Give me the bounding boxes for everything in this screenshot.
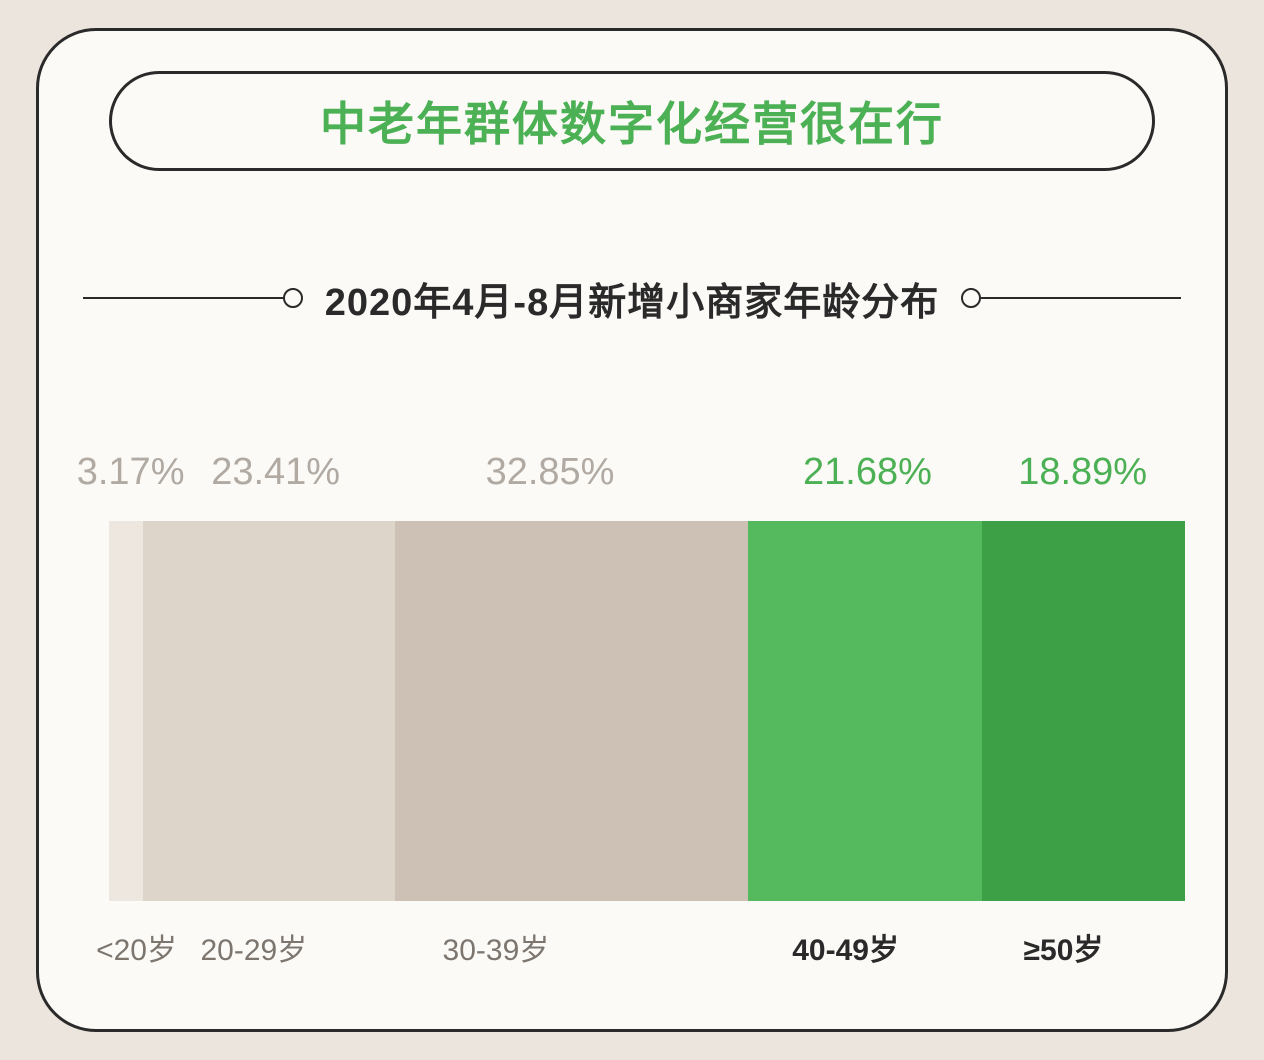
subtitle-text: 2020年4月-8月新增小商家年龄分布 <box>295 271 969 326</box>
stacked-bar <box>109 521 1185 901</box>
subtitle-line-right <box>969 297 1181 299</box>
category-label-lt20: <20岁 <box>96 925 177 969</box>
percent-label-lt20: 3.17% <box>77 451 185 494</box>
percent-label-row: 3.17%23.41%32.85%21.68%18.89% <box>109 451 1185 511</box>
category-label-ge50: ≥50岁 <box>1024 925 1104 969</box>
title-text: 中老年群体数字化经营很在行 <box>320 88 944 154</box>
bar-segment-ge50 <box>982 521 1185 901</box>
percent-label-20_29: 23.41% <box>211 451 340 494</box>
subtitle-line-left <box>83 297 295 299</box>
category-label-20_29: 20-29岁 <box>200 925 307 969</box>
category-label-30_39: 30-39岁 <box>443 925 550 969</box>
bar-segment-40_49 <box>748 521 981 901</box>
percent-label-ge50: 18.89% <box>1018 451 1147 494</box>
infographic-card: 中老年群体数字化经营很在行 2020年4月-8月新增小商家年龄分布 3.17% 2… <box>36 28 1228 1032</box>
category-label-40_49: 40-49岁 <box>792 925 899 969</box>
title-pill: 中老年群体数字化经营很在行 <box>109 71 1155 171</box>
category-label-row: <20岁20-29岁30-39岁40-49岁≥50岁 <box>109 925 1185 975</box>
bar-segment-30_39 <box>395 521 748 901</box>
subtitle-row: 2020年4月-8月新增小商家年龄分布 <box>83 276 1181 320</box>
percent-label-40_49: 21.68% <box>803 451 932 494</box>
bar-segment-20_29 <box>143 521 395 901</box>
percent-label-30_39: 32.85% <box>486 451 615 494</box>
age-distribution-chart: 3.17%23.41%32.85%21.68%18.89% <20岁20-29岁… <box>109 451 1185 971</box>
bar-segment-lt20 <box>109 521 143 901</box>
